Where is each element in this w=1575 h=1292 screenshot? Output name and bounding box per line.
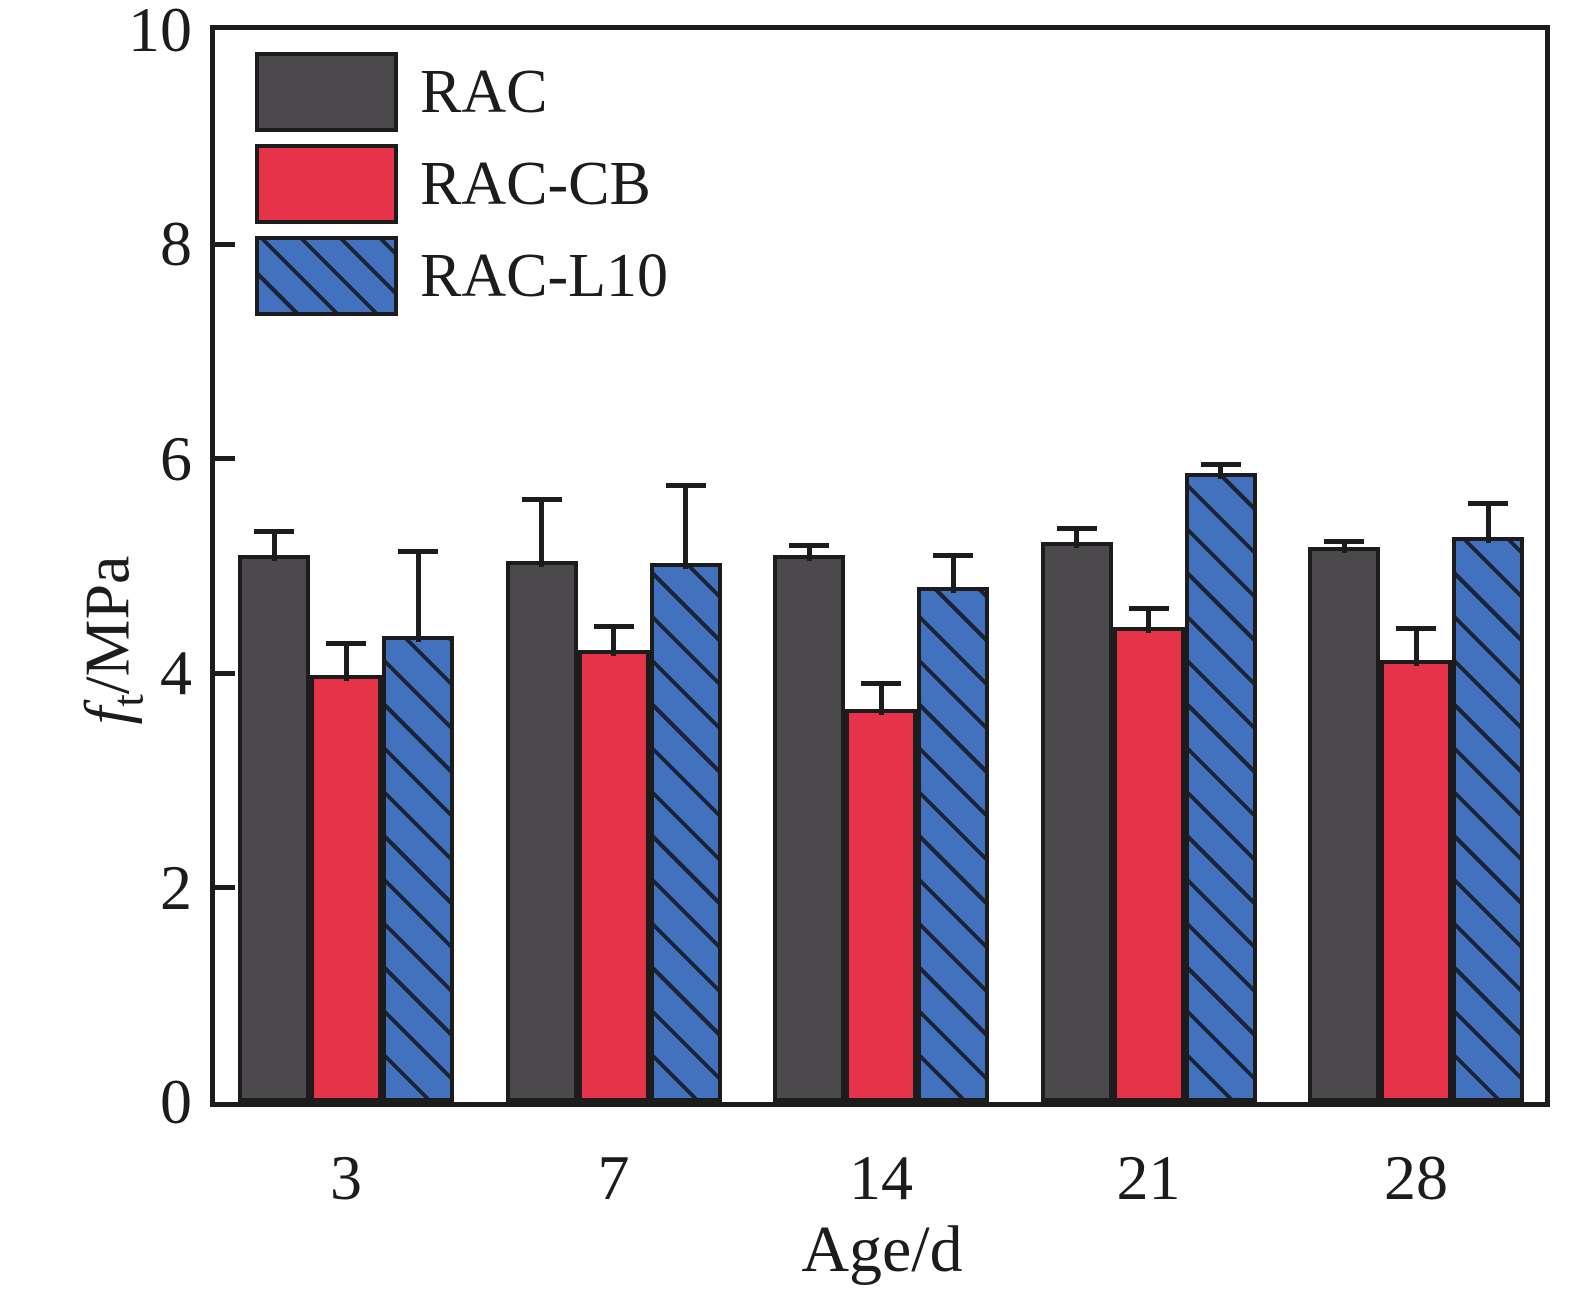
y-tick-label-6: 6 — [160, 422, 192, 494]
bar-rac-cb-age-28 — [1380, 660, 1452, 1102]
y-tick-label-10: 10 — [128, 0, 192, 65]
legend: RAC RAC-CB RAC-L10 — [255, 52, 668, 328]
bar-rac-l10-age-21 — [1184, 472, 1257, 1102]
error-bar-rac-cb-age-3 — [343, 643, 349, 682]
x-tick-label-28: 28 — [1384, 1142, 1448, 1213]
error-cap-rac-l10-age-21 — [1200, 461, 1241, 467]
error-cap-rac-l10-age-14 — [933, 552, 973, 558]
legend-row-rac-cb: RAC-CB — [255, 144, 668, 224]
y-tick-4 — [215, 670, 235, 676]
error-bar-rac-cb-age-21 — [1146, 608, 1151, 634]
error-bar-rac-l10-age-14 — [950, 555, 956, 594]
x-axis-title: Age/d — [801, 1213, 963, 1286]
legend-label-rac: RAC — [420, 58, 548, 126]
error-bar-rac-age-7 — [539, 499, 544, 567]
error-cap-rac-age-21 — [1056, 525, 1097, 531]
legend-swatch-rac-l10 — [255, 236, 398, 316]
error-bar-rac-cb-age-28 — [1413, 628, 1419, 667]
bar-rac-age-7 — [505, 560, 578, 1102]
error-bar-rac-age-28 — [1341, 541, 1347, 553]
bar-rac-cb-age-7 — [577, 649, 650, 1102]
bar-rac-l10-age-28 — [1452, 537, 1524, 1102]
error-bar-rac-l10-age-3 — [415, 551, 421, 642]
error-cap-rac-age-28 — [1324, 538, 1364, 544]
x-tick-label-21: 21 — [1116, 1142, 1181, 1213]
bar-rac-cb-age-14 — [845, 708, 917, 1102]
bar-rac-age-21 — [1040, 542, 1113, 1102]
y-tick-2 — [215, 885, 235, 891]
error-cap-rac-age-3 — [254, 529, 294, 535]
error-bar-rac-cb-age-7 — [611, 626, 616, 656]
bar-rac-age-3 — [238, 555, 310, 1102]
error-bar-rac-cb-age-14 — [878, 683, 884, 715]
error-cap-rac-age-7 — [521, 497, 562, 503]
y-tick-6 — [215, 456, 235, 462]
error-bar-rac-l10-age-21 — [1218, 464, 1223, 479]
error-bar-rac-l10-age-28 — [1485, 503, 1491, 544]
x-tick-label-3: 3 — [330, 1142, 362, 1213]
error-bar-rac-age-14 — [806, 545, 812, 562]
legend-label-rac-l10: RAC-L10 — [420, 242, 668, 310]
x-tick-label-14: 14 — [849, 1142, 913, 1213]
y-tick-label-0: 0 — [160, 1066, 192, 1137]
bar-rac-l10-age-3 — [382, 635, 454, 1102]
bar-rac-cb-age-3 — [310, 675, 382, 1102]
bar-rac-age-14 — [773, 555, 845, 1102]
error-cap-rac-cb-age-14 — [861, 681, 901, 687]
plot-area: RAC RAC-CB RAC-L10 — [210, 25, 1550, 1107]
legend-row-rac: RAC — [255, 52, 668, 132]
error-cap-rac-cb-age-7 — [593, 623, 634, 629]
legend-row-rac-l10: RAC-L10 — [255, 236, 668, 316]
legend-swatch-rac — [255, 52, 398, 132]
error-bar-rac-l10-age-7 — [683, 485, 688, 569]
x-tick-label-7: 7 — [597, 1142, 630, 1213]
error-cap-rac-l10-age-3 — [398, 548, 438, 554]
y-axis-title-symbol: f — [71, 706, 143, 725]
error-cap-rac-cb-age-28 — [1396, 625, 1436, 631]
error-cap-rac-age-14 — [789, 543, 829, 549]
legend-label-rac-cb: RAC-CB — [420, 150, 651, 218]
y-tick-8 — [215, 241, 235, 247]
error-cap-rac-cb-age-21 — [1128, 606, 1169, 612]
error-cap-rac-cb-age-3 — [326, 640, 366, 646]
legend-swatch-rac-cb — [255, 144, 398, 224]
error-bar-rac-age-3 — [271, 531, 277, 562]
bar-rac-age-28 — [1308, 546, 1380, 1102]
error-cap-rac-l10-age-28 — [1468, 501, 1508, 507]
y-tick-label-4: 4 — [160, 637, 192, 709]
error-cap-rac-l10-age-7 — [665, 483, 706, 489]
bar-rac-l10-age-7 — [649, 562, 722, 1102]
bar-rac-cb-age-21 — [1112, 627, 1185, 1102]
y-tick-label-8: 8 — [160, 208, 192, 280]
y-tick-label-2: 2 — [160, 851, 192, 923]
bar-rac-l10-age-14 — [917, 587, 989, 1102]
error-bar-rac-age-21 — [1074, 528, 1079, 549]
